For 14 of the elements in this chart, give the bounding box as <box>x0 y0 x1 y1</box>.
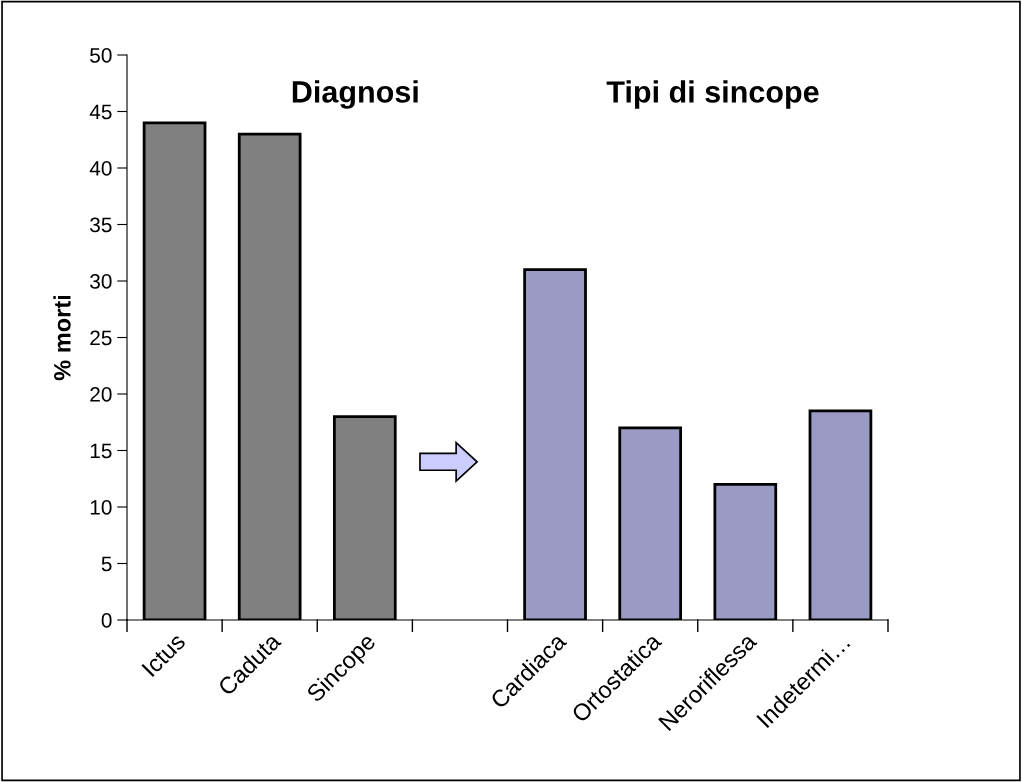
y-tick-label: 45 <box>89 104 112 120</box>
y-tick-label: 40 <box>89 161 112 176</box>
y-tick-label: 0 <box>101 613 112 628</box>
annotation: Diagnosi <box>292 80 418 109</box>
annotation: Tipi di sincope <box>606 80 819 109</box>
y-tick-label: 10 <box>90 500 112 515</box>
y-tick-label: 25 <box>90 330 112 346</box>
y-tick-label: 15 <box>90 443 112 459</box>
y-tick-label: 5 <box>101 556 112 572</box>
y-tick-label: 20 <box>90 387 112 402</box>
y-tick-label: 35 <box>90 217 112 233</box>
y-axis-title: % morti <box>53 295 71 381</box>
y-tick-label: 30 <box>90 274 112 289</box>
y-tick-label: 50 <box>90 48 112 63</box>
